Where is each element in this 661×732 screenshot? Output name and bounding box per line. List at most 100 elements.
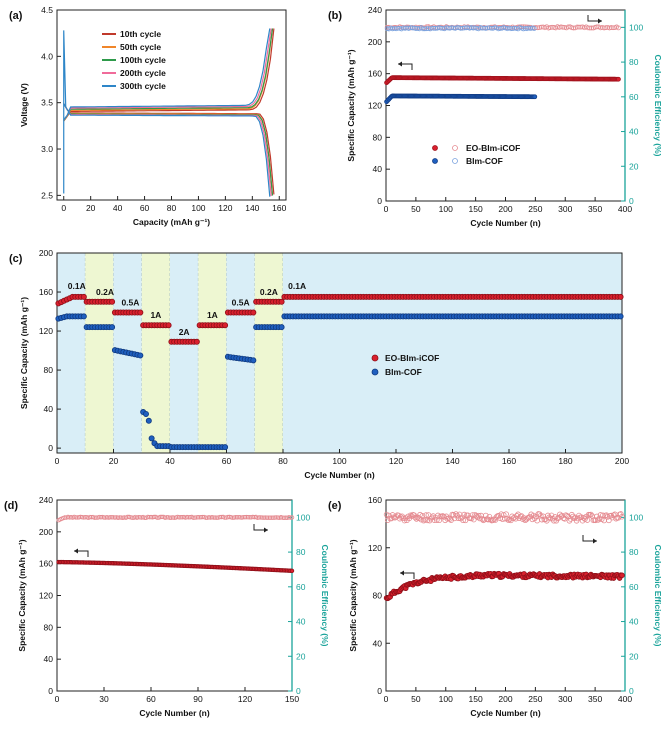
ce-point <box>475 512 482 519</box>
y-tick-label: 80 <box>373 591 383 601</box>
legend-marker <box>452 145 458 151</box>
rate-label: 0.2A <box>96 287 114 297</box>
ce-point <box>413 26 419 31</box>
ce-point <box>67 515 72 520</box>
x-tick-label: 20 <box>86 203 96 213</box>
legend-marker <box>452 158 458 164</box>
panel-b: 0 50 100 150 200 250 300 350 4000408012016020024… <box>328 5 661 228</box>
ce-point <box>213 515 218 520</box>
y-tick-label: 2.5 <box>41 190 53 200</box>
x-tick-label: 30 <box>99 694 109 704</box>
legend-label: 200th cycle <box>120 68 166 78</box>
y2-tick-label: 20 <box>296 651 306 661</box>
y-tick-label: 80 <box>44 365 54 375</box>
x-axis-label: Cycle Number (n) <box>139 708 210 718</box>
x-tick-label: 200 <box>498 204 512 214</box>
legend-label: BIm-COF <box>385 367 422 377</box>
y-tick-label: 120 <box>39 326 53 336</box>
x-tick-label: 80 <box>278 456 288 466</box>
x-axis-label: Capacity (mAh g⁻¹) <box>133 217 210 227</box>
y2-tick-label: 60 <box>296 582 306 592</box>
x-tick-label: 100 <box>439 204 453 214</box>
data-point <box>145 417 152 424</box>
ce-point <box>585 25 591 31</box>
ce-point <box>266 515 271 520</box>
x-tick-label: 350 <box>588 204 602 214</box>
y-tick-label: 0 <box>377 196 382 206</box>
data-point <box>80 313 87 320</box>
plot-frame <box>385 499 626 692</box>
ce-point <box>576 24 582 30</box>
ce-point <box>460 517 466 524</box>
ce-point <box>81 515 86 520</box>
y-tick-label: 120 <box>39 591 53 601</box>
panel-label: (a) <box>9 10 23 22</box>
plot-frame <box>385 9 626 202</box>
rate-band <box>141 253 170 453</box>
rate-label: 1A <box>150 310 161 320</box>
arrow-head <box>593 538 597 544</box>
ce-point <box>600 512 606 519</box>
y-tick-label: 40 <box>373 638 383 648</box>
ce-point <box>230 515 235 520</box>
ce-point <box>194 515 199 520</box>
ce-point <box>455 515 462 521</box>
panel-label: (d) <box>4 500 18 512</box>
ce-point <box>78 514 83 520</box>
legend-label: 100th cycle <box>120 55 166 65</box>
ce-point <box>420 517 427 524</box>
legend-marker <box>371 368 379 376</box>
ce-point <box>486 513 493 520</box>
ce-point <box>178 515 183 520</box>
data-point <box>165 322 172 329</box>
y-tick-label: 4.0 <box>41 51 53 61</box>
y-axis-label: Specific Capacity (mAh g⁻¹) <box>17 539 27 651</box>
ce-point <box>401 517 408 524</box>
rate-band <box>198 253 227 453</box>
ce-point <box>192 515 198 520</box>
legend-label: 10th cycle <box>120 29 161 39</box>
ce-point <box>436 517 442 524</box>
ce-point <box>112 515 118 520</box>
data-point <box>148 435 155 442</box>
x-tick-label: 100 <box>332 456 346 466</box>
ce-point <box>111 515 116 520</box>
x-tick-label: 400 <box>618 694 632 704</box>
ce-point <box>169 515 174 520</box>
ce-point <box>512 515 519 522</box>
rate-band <box>57 253 86 453</box>
y2-tick-label: 100 <box>296 512 310 522</box>
x-tick-label: 350 <box>588 694 602 704</box>
y-axis-label: Specific Capacity (mAh g⁻¹) <box>19 297 29 409</box>
ce-point <box>569 25 575 31</box>
data-point <box>109 298 116 305</box>
ce-point <box>288 515 293 520</box>
ce-point <box>619 513 625 520</box>
rate-label: 0.5A <box>121 298 139 308</box>
x-tick-label: 40 <box>113 203 123 213</box>
x-tick-label: 90 <box>193 694 203 704</box>
ce-point <box>424 26 430 32</box>
ce-point <box>98 515 104 520</box>
data-point <box>80 293 87 300</box>
y2-axis-label: Coulombic Efficiency (%) <box>320 544 330 646</box>
data-point <box>616 76 621 82</box>
y-tick-label: 80 <box>373 132 383 142</box>
ce-point <box>260 515 265 520</box>
y-tick-label: 40 <box>44 404 54 414</box>
ce-point <box>158 514 163 520</box>
ce-point <box>596 515 603 522</box>
x-tick-label: 200 <box>498 694 512 704</box>
ce-point <box>500 512 507 518</box>
y2-tick-label: 80 <box>296 547 306 557</box>
ce-point <box>176 515 182 520</box>
arrow-left-icon <box>398 63 413 70</box>
ce-point <box>286 515 292 520</box>
y2-tick-label: 100 <box>629 512 643 522</box>
ce-point <box>420 26 426 32</box>
x-tick-label: 50 <box>411 204 421 214</box>
ce-point <box>281 515 287 520</box>
discharge-curve <box>63 103 271 197</box>
x-tick-label: 80 <box>167 203 177 213</box>
